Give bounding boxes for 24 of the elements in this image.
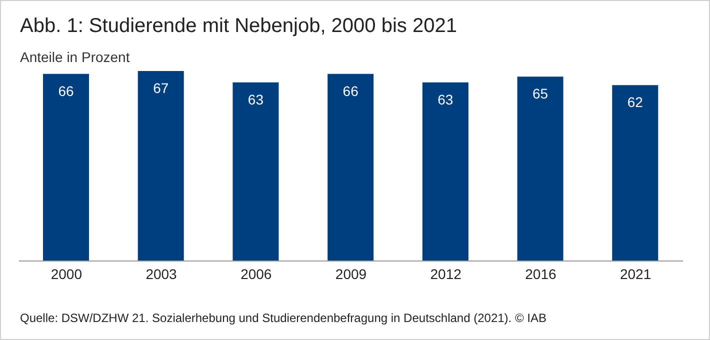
x-tick-label: 2016 [525,266,556,282]
data-label: 66 [342,82,359,99]
x-tick-label: 2006 [240,266,272,282]
x-tick-label: 2000 [50,266,82,282]
x-tick-label: 2009 [335,266,367,282]
data-label: 66 [58,82,74,99]
bar [43,74,89,261]
data-label: 63 [438,91,454,108]
bar [328,74,374,261]
bar [517,76,564,261]
bar [422,82,468,261]
data-label: 63 [248,91,264,108]
source-note: Quelle: DSW/DZHW 21. Sozialerhebung und Studierendenbefragung in Deutschland (2021). © IAB [20,311,546,325]
data-label: 62 [627,94,644,110]
bar [138,71,184,261]
data-label: 65 [532,86,548,102]
x-tick-label: 2012 [430,266,462,282]
x-tick-label: 2003 [146,266,178,282]
bar [612,85,658,261]
x-tick-label: 2021 [620,266,652,282]
chart-subtitle: Anteile in Prozent [20,49,130,65]
chart-title: Abb. 1: Studierende mit Nebenjob, 2000 bis 2021 [20,15,457,38]
data-label: 67 [153,80,169,96]
bar [232,82,279,261]
